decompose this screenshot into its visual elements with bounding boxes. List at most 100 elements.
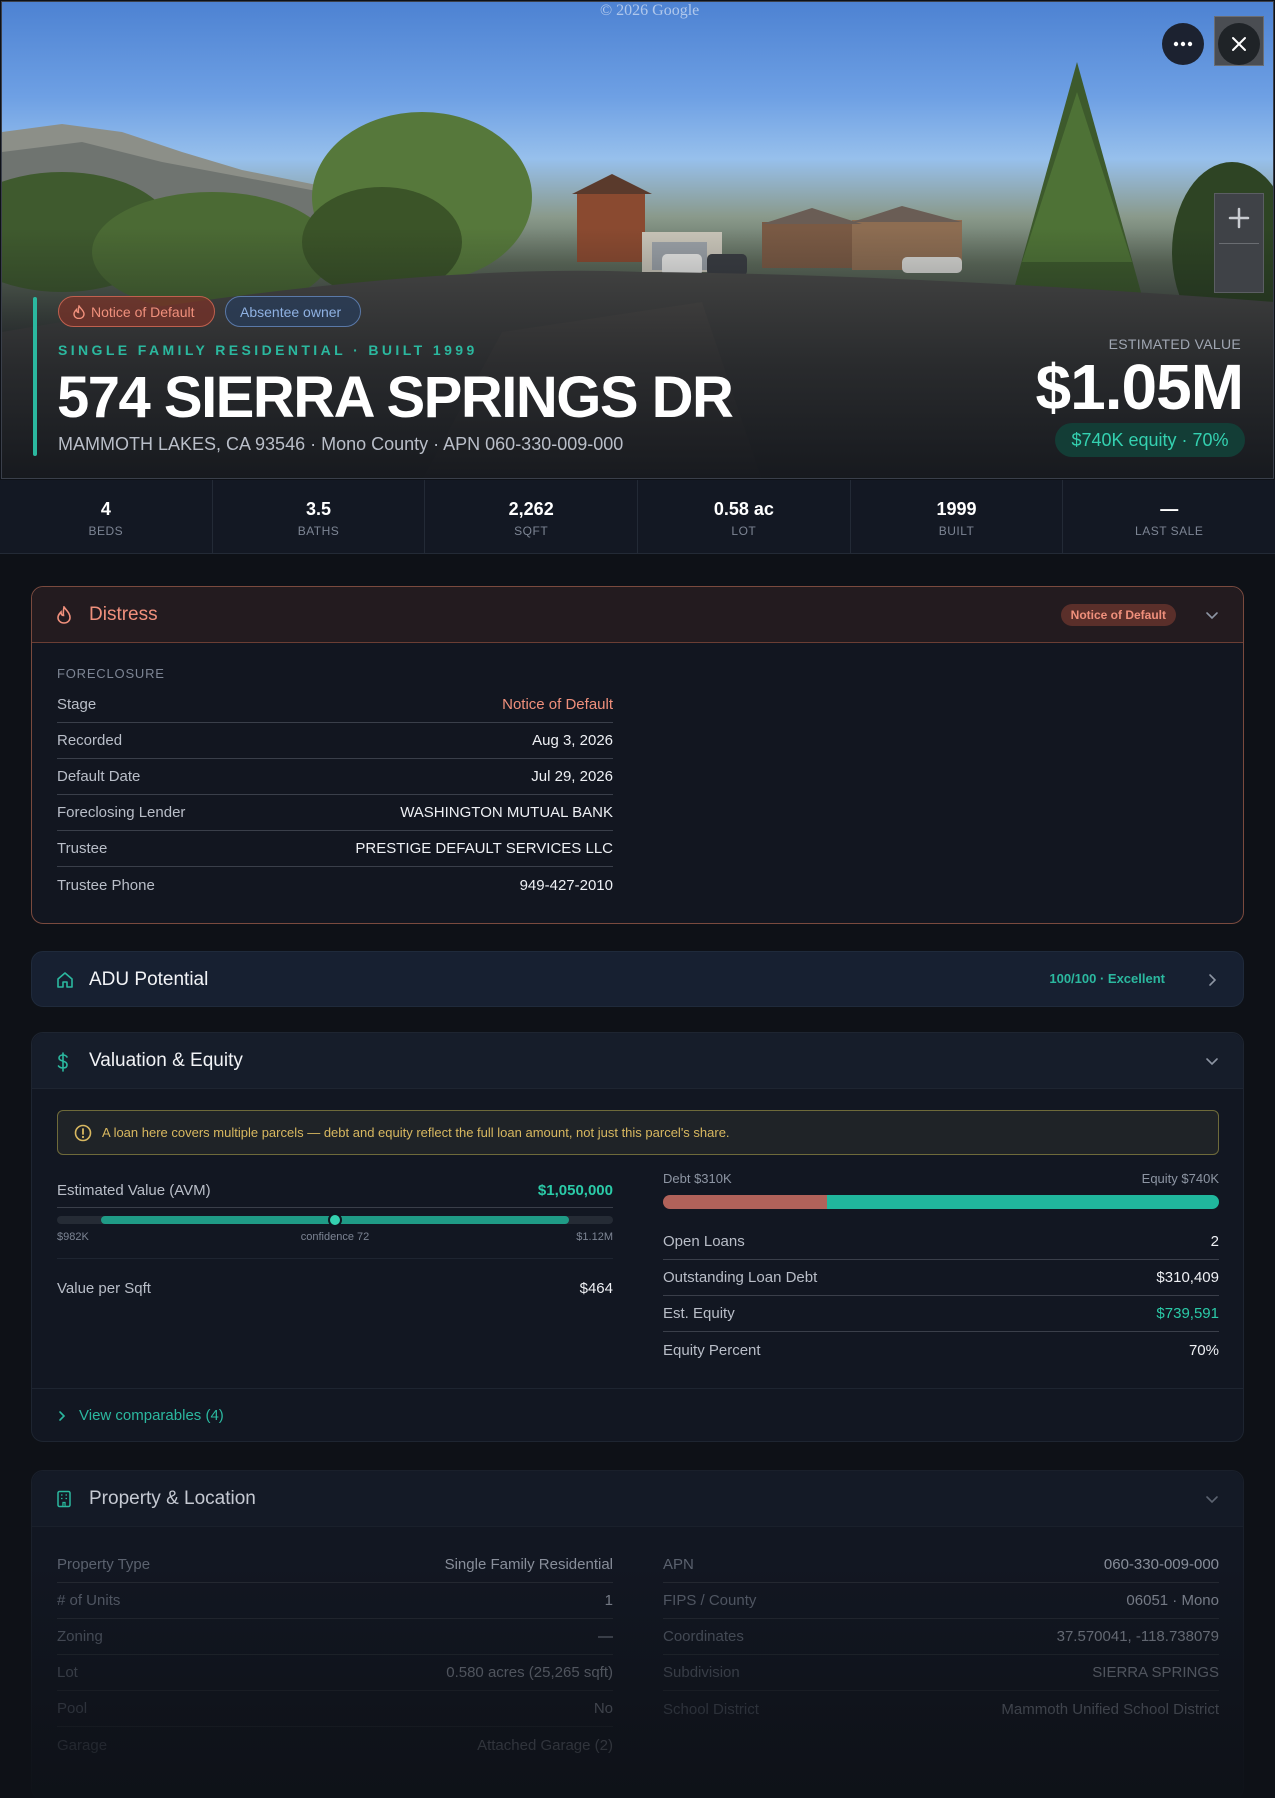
view-comparables-link[interactable]: View comparables (4) <box>32 1388 1243 1442</box>
detail-row: Open Loans 2 <box>663 1224 1219 1260</box>
zoom-in-button[interactable] <box>1215 194 1263 242</box>
distress-title: Distress <box>89 603 158 625</box>
equity-badge: $740K equity · 70% <box>1055 423 1245 457</box>
debt-equity-bar <box>663 1195 1219 1209</box>
stat-label: SQFT <box>514 524 549 538</box>
stat-value: 0.58 ac <box>713 499 774 519</box>
stat-last-sale: — LAST SALE <box>1063 480 1275 553</box>
stat-label: LOT <box>731 524 757 538</box>
stat-value: 1999 <box>936 499 977 519</box>
distress-card: Distress Notice of Default FORECLOSURE S… <box>31 586 1244 924</box>
stat-label: LAST SALE <box>1135 524 1204 538</box>
plus-icon <box>1228 207 1250 229</box>
detail-key: Garage <box>57 1736 108 1754</box>
detail-value: 37.570041, -118.738079 <box>1056 1628 1219 1645</box>
adu-score: 100/100 · Excellent <box>1049 971 1165 986</box>
avm-range-point <box>328 1213 342 1227</box>
detail-key: Equity Percent <box>663 1341 761 1359</box>
equity-segment <box>827 1195 1219 1209</box>
detail-value: 70% <box>1188 1341 1219 1359</box>
detail-row: Lot 0.580 acres (25,265 sqft) <box>57 1655 613 1691</box>
notice-of-default-label: Notice of Default <box>91 303 195 320</box>
property-location: MAMMOTH LAKES, CA 93546 · Mono County · … <box>58 434 624 454</box>
notice-of-default-badge: Notice of Default <box>58 296 215 327</box>
stat-label: BATHS <box>297 524 340 538</box>
property-subtitle: SINGLE FAMILY RESIDENTIAL · BUILT 1999 <box>58 342 478 358</box>
view-comparables-label: View comparables (4) <box>79 1407 224 1424</box>
close-button[interactable] <box>1218 23 1260 65</box>
detail-value: 2 <box>1210 1233 1219 1250</box>
avm-row: Estimated Value (AVM) $1,050,000 <box>57 1174 613 1208</box>
detail-row: Est. Equity $739,591 <box>663 1296 1219 1332</box>
detail-key: Lot <box>57 1664 78 1681</box>
stat-value: 4 <box>100 499 111 519</box>
building-icon <box>57 1490 71 1508</box>
debt-segment <box>663 1195 828 1209</box>
detail-value: 06051 · Mono <box>1126 1592 1219 1609</box>
detail-row: Foreclosing Lender WASHINGTON MUTUAL BANK <box>57 795 613 831</box>
detail-key: Coordinates <box>663 1628 744 1645</box>
stat-value: — <box>1160 499 1179 519</box>
detail-key: School District <box>663 1700 759 1718</box>
stat-lot: 0.58 ac LOT <box>638 480 851 553</box>
confidence-label: confidence 72 <box>300 1231 370 1243</box>
debt-label: Debt $310K <box>663 1171 732 1186</box>
foreclosure-label: FORECLOSURE <box>57 666 165 681</box>
property-details-left: Property Type Single Family Residential #… <box>57 1547 613 1763</box>
stat-built: 1999 BUILT <box>851 480 1064 553</box>
detail-row: Garage Attached Garage (2) <box>57 1727 613 1763</box>
more-options-button[interactable] <box>1162 23 1204 65</box>
detail-key: Trustee Phone <box>57 876 155 894</box>
detail-row: Coordinates 37.570041, -118.738079 <box>663 1619 1219 1655</box>
detail-row: Recorded Aug 3, 2026 <box>57 723 613 759</box>
detail-value: Mammoth Unified School District <box>1001 1700 1219 1718</box>
detail-row: Trustee PRESTIGE DEFAULT SERVICES LLC <box>57 831 613 867</box>
valuation-equity-card: Valuation & Equity A loan here covers mu… <box>31 1032 1244 1442</box>
adu-header[interactable]: ADU Potential 100/100 · Excellent <box>32 952 1243 1008</box>
property-stats-bar: 4 BEDS 3.5 BATHS 2,262 SQFT 0.58 ac LOT 1999… <box>0 480 1275 554</box>
chevron-right-icon[interactable] <box>1205 973 1219 987</box>
detail-value: Single Family Residential <box>444 1556 613 1573</box>
vps-value: $464 <box>579 1280 613 1297</box>
stat-label: BEDS <box>88 524 124 538</box>
property-location-card: Property & Location Property Type Single … <box>31 1470 1244 1798</box>
stat-baths: 3.5 BATHS <box>213 480 426 553</box>
street-view-hero[interactable]: © 2026 Google Notice of Default Absentee… <box>1 1 1274 479</box>
detail-value: WASHINGTON MUTUAL BANK <box>400 804 613 821</box>
detail-value: 0.580 acres (25,265 sqft) <box>446 1664 613 1681</box>
avm-label: Estimated Value (AVM) <box>57 1182 211 1199</box>
stat-label: BUILT <box>938 524 975 538</box>
detail-key: Trustee <box>57 840 108 857</box>
property-title: Property & Location <box>89 1487 256 1509</box>
detail-key: Stage <box>57 696 97 713</box>
avm-range-labels: $982K confidence 72 $1.12M <box>57 1231 613 1247</box>
detail-value: 060-330-009-000 <box>1103 1556 1219 1573</box>
chevron-down-icon[interactable] <box>1205 1054 1219 1068</box>
detail-row: Stage Notice of Default <box>57 687 613 723</box>
detail-key: Subdivision <box>663 1664 740 1681</box>
detail-value: SIERRA SPRINGS <box>1092 1664 1219 1681</box>
alert-text: A loan here covers multiple parcels — de… <box>102 1125 730 1140</box>
stat-beds: 4 BEDS <box>0 480 213 553</box>
property-header[interactable]: Property & Location <box>32 1471 1243 1527</box>
adu-potential-card[interactable]: ADU Potential 100/100 · Excellent <box>31 951 1244 1007</box>
detail-key: Est. Equity <box>663 1305 735 1322</box>
map-watermark: © 2026 Google <box>600 2 700 19</box>
valuation-header[interactable]: Valuation & Equity <box>32 1033 1243 1089</box>
loan-details: Open Loans 2 Outstanding Loan Debt $310,40… <box>663 1224 1219 1368</box>
estimated-value-label: ESTIMATED VALUE <box>1108 336 1241 352</box>
detail-row: Pool No <box>57 1691 613 1727</box>
detail-row: Property Type Single Family Residential <box>57 1547 613 1583</box>
chevron-down-icon[interactable] <box>1205 608 1219 622</box>
absentee-owner-label: Absentee owner <box>240 303 342 320</box>
distress-header[interactable]: Distress Notice of Default <box>32 587 1243 643</box>
multi-parcel-alert: A loan here covers multiple parcels — de… <box>57 1110 1219 1155</box>
value-per-sqft-row: Value per Sqft $464 <box>57 1258 613 1318</box>
detail-row: FIPS / County 06051 · Mono <box>663 1583 1219 1619</box>
detail-value: $310,409 <box>1156 1269 1219 1286</box>
alert-circle-icon <box>74 1124 92 1141</box>
detail-value: Attached Garage (2) <box>477 1736 613 1754</box>
chevron-down-icon[interactable] <box>1205 1492 1219 1506</box>
close-icon <box>1232 37 1246 51</box>
detail-key: FIPS / County <box>663 1592 757 1609</box>
